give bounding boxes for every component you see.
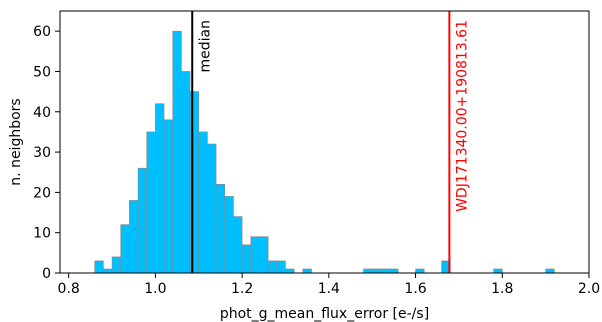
histogram-bar <box>259 236 269 274</box>
median-label: median <box>197 20 213 72</box>
x-tick-label: 2.0 <box>578 281 600 297</box>
histogram-bar <box>545 268 555 274</box>
histogram-bar <box>276 260 286 274</box>
x-tick-label: 1.4 <box>318 281 340 297</box>
histogram-bar <box>137 167 147 274</box>
histogram-bar <box>155 103 165 274</box>
y-tick-label: 20 <box>33 185 51 201</box>
histogram-bar <box>172 30 182 274</box>
x-tick-label: 1.8 <box>491 281 513 297</box>
histogram-bar <box>233 216 243 274</box>
annotation-lines <box>191 11 451 273</box>
y-axis-ticks: 0 10 20 30 40 50 60 <box>33 24 60 282</box>
histogram-bar <box>363 268 373 274</box>
histogram-bar <box>94 260 104 274</box>
histogram-bar <box>241 244 252 274</box>
histogram-bar <box>493 268 503 274</box>
target-label: WDJ171340.00+190813.61 <box>454 20 470 212</box>
histogram-bar <box>181 71 191 274</box>
histogram-bar <box>267 260 278 274</box>
histogram-bar <box>389 268 399 274</box>
histogram-bar <box>250 236 260 274</box>
histogram-bar <box>215 184 226 274</box>
histogram-bar <box>371 268 382 274</box>
x-tick-label: 1.0 <box>144 281 166 297</box>
x-tick-label: 0.8 <box>58 281 80 297</box>
x-tick-label: 1.2 <box>231 281 253 297</box>
histogram-bars <box>94 30 555 274</box>
histogram-bar <box>207 143 217 274</box>
y-tick-label: 30 <box>33 145 51 161</box>
y-tick-label: 10 <box>33 226 51 242</box>
plot-frame <box>59 10 590 274</box>
x-axis-ticks: 0.8 1.0 1.2 1.4 1.6 1.8 2.0 <box>58 273 600 297</box>
y-tick-label: 0 <box>42 266 51 282</box>
histogram-bar <box>415 268 425 274</box>
annotation-labels: median WDJ171340.00+190813.61 <box>197 20 470 212</box>
histogram-bar <box>129 200 139 274</box>
y-tick-label: 50 <box>33 64 51 80</box>
histogram-bar <box>146 131 156 274</box>
histogram-bar <box>285 268 295 274</box>
y-tick-label: 60 <box>33 24 51 40</box>
x-tick-label: 1.6 <box>404 281 426 297</box>
histogram-bar <box>103 268 113 274</box>
x-axis-label: phot_g_mean_flux_error [e-/s] <box>220 306 429 322</box>
histogram-bar <box>163 119 174 274</box>
histogram-bar <box>198 131 208 274</box>
y-axis-label: n. neighbors <box>8 98 24 185</box>
histogram-bar <box>302 268 312 274</box>
y-tick-label: 40 <box>33 105 51 121</box>
histogram-bar <box>224 196 234 274</box>
histogram-bar <box>111 256 121 274</box>
histogram-bar <box>380 268 390 274</box>
histogram-bar <box>120 224 130 274</box>
